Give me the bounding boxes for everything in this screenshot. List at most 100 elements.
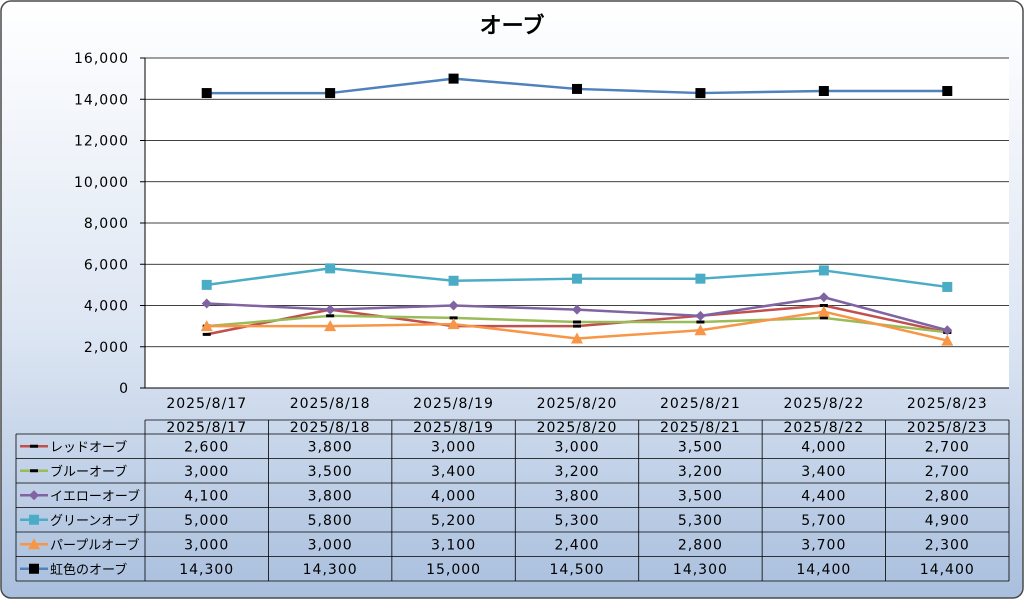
y-tick-label: 16,000	[74, 51, 129, 67]
data-point-marker	[819, 316, 828, 320]
data-point-marker	[326, 314, 335, 318]
gridlines	[140, 57, 1009, 389]
data-point-marker	[201, 88, 212, 99]
data-point-marker	[818, 292, 829, 303]
data-point-marker	[201, 298, 212, 309]
table-value-cell: 3,800	[308, 439, 353, 455]
x-tick-label: 2025/8/23	[907, 396, 988, 412]
data-point-marker	[694, 324, 707, 336]
data-point-marker	[30, 469, 38, 473]
table-value-cell: 5,200	[431, 513, 476, 529]
legend-key	[20, 469, 48, 473]
y-tick-label: 4,000	[84, 299, 129, 315]
table-value-cell: 4,900	[925, 513, 970, 529]
y-tick-label: 0	[119, 381, 129, 397]
table-value-cell: 14,300	[673, 562, 728, 578]
data-point-marker	[696, 320, 705, 324]
data-point-marker	[325, 304, 336, 315]
table-value-cell: 2,800	[678, 537, 723, 553]
table-value-cell: 3,000	[308, 537, 353, 553]
table-value-cell: 5,800	[308, 513, 353, 529]
table-header-cell: 2025/8/17	[166, 420, 247, 436]
data-point-marker	[30, 444, 38, 448]
x-tick-label: 2025/8/19	[413, 396, 494, 412]
x-axis-tick-labels: 2025/8/17 2025/8/18 2025/8/19 2025/8/20 2025…	[166, 396, 988, 412]
data-point-marker	[29, 514, 39, 525]
table-value-cell: 5,700	[801, 513, 846, 529]
table-value-cell: 2,600	[184, 439, 229, 455]
y-tick-label: 2,000	[84, 340, 129, 356]
table-value-cell: 4,100	[184, 488, 229, 504]
legend-key	[20, 538, 48, 550]
data-point-marker	[448, 275, 459, 286]
series-3	[201, 292, 953, 336]
table-header-cell: 2025/8/19	[413, 420, 494, 436]
table-value-cell: 4,000	[801, 439, 846, 455]
x-tick-label: 2025/8/20	[537, 396, 618, 412]
table-value-cell: 14,300	[179, 562, 234, 578]
table-value-cell: 14,300	[303, 562, 358, 578]
data-point-marker	[818, 86, 829, 96]
legend-key	[20, 490, 48, 501]
data-point-marker	[325, 88, 336, 99]
data-point-marker	[942, 281, 953, 292]
y-tick-label: 8,000	[84, 216, 129, 232]
table-header-cell: 2025/8/22	[783, 420, 864, 436]
table-value-cell: 2,300	[925, 537, 970, 553]
data-point-marker	[819, 304, 828, 307]
table-value-cell: 3,500	[308, 464, 353, 480]
table-value-cell: 3,000	[431, 439, 476, 455]
table-value-cell: 5,000	[184, 513, 229, 529]
x-tick-label: 2025/8/17	[166, 396, 247, 412]
chart-title: オーブ	[480, 13, 545, 39]
table-value-cell: 15,000	[426, 562, 481, 578]
table-value-cell: 4,400	[801, 488, 846, 504]
table-value-cell: 5,300	[678, 513, 723, 529]
data-point-marker	[201, 279, 212, 290]
table-value-cell: 3,200	[678, 464, 723, 480]
table-value-cell: 14,500	[550, 562, 605, 578]
data-point-marker	[572, 83, 582, 94]
data-point-marker	[200, 320, 213, 332]
data-point-marker	[28, 538, 40, 550]
series-lines	[200, 73, 954, 346]
x-tick-label: 2025/8/22	[783, 396, 864, 412]
data-point-marker	[942, 325, 953, 336]
data-point-marker	[325, 263, 336, 274]
data-point-marker	[449, 316, 458, 320]
data-point-marker	[941, 334, 954, 346]
table-value-cell: 3,700	[801, 537, 846, 553]
series-name: 虹色のオーブ	[50, 562, 127, 578]
table-value-cell: 2,800	[925, 488, 970, 504]
table-value-cell: 14,400	[796, 562, 851, 578]
data-point-marker	[448, 300, 459, 311]
data-point-marker	[695, 88, 706, 99]
table-header-cell: 2025/8/23	[907, 420, 988, 436]
table-value-cell: 3,800	[308, 488, 353, 504]
data-point-marker	[324, 320, 337, 332]
table-value-cell: 2,400	[554, 537, 599, 553]
legend-key	[20, 444, 48, 448]
data-point-marker	[942, 86, 953, 96]
table-value-cell: 3,000	[184, 537, 229, 553]
table-value-cell: 5,300	[554, 513, 599, 529]
table-value-cell: 3,100	[431, 537, 476, 553]
data-point-marker	[573, 324, 581, 328]
series-6	[201, 73, 953, 99]
data-point-marker	[818, 265, 829, 276]
data-point-marker	[447, 318, 460, 330]
series-name: ブルーオーブ	[50, 464, 127, 480]
table-value-cell: 2,700	[925, 464, 970, 480]
table-value-cell: 3,500	[678, 488, 723, 504]
data-table: 2025/8/17 2025/8/18 2025/8/19 2025/8/20 2025…	[15, 419, 1010, 582]
legend-key	[20, 514, 48, 525]
data-point-marker	[448, 73, 459, 84]
table-value-cell: 3,000	[554, 439, 599, 455]
table-value-cell: 3,200	[554, 464, 599, 480]
y-tick-label: 10,000	[74, 175, 129, 191]
table-value-cell: 2,700	[925, 439, 970, 455]
data-point-marker	[695, 310, 706, 321]
y-axis-tick-labels: 0 2,000 4,000 6,000 8,000 10,000 12,000 14,000 1…	[74, 51, 129, 397]
table-value-cell: 14,400	[920, 562, 975, 578]
legend-key	[20, 563, 48, 574]
